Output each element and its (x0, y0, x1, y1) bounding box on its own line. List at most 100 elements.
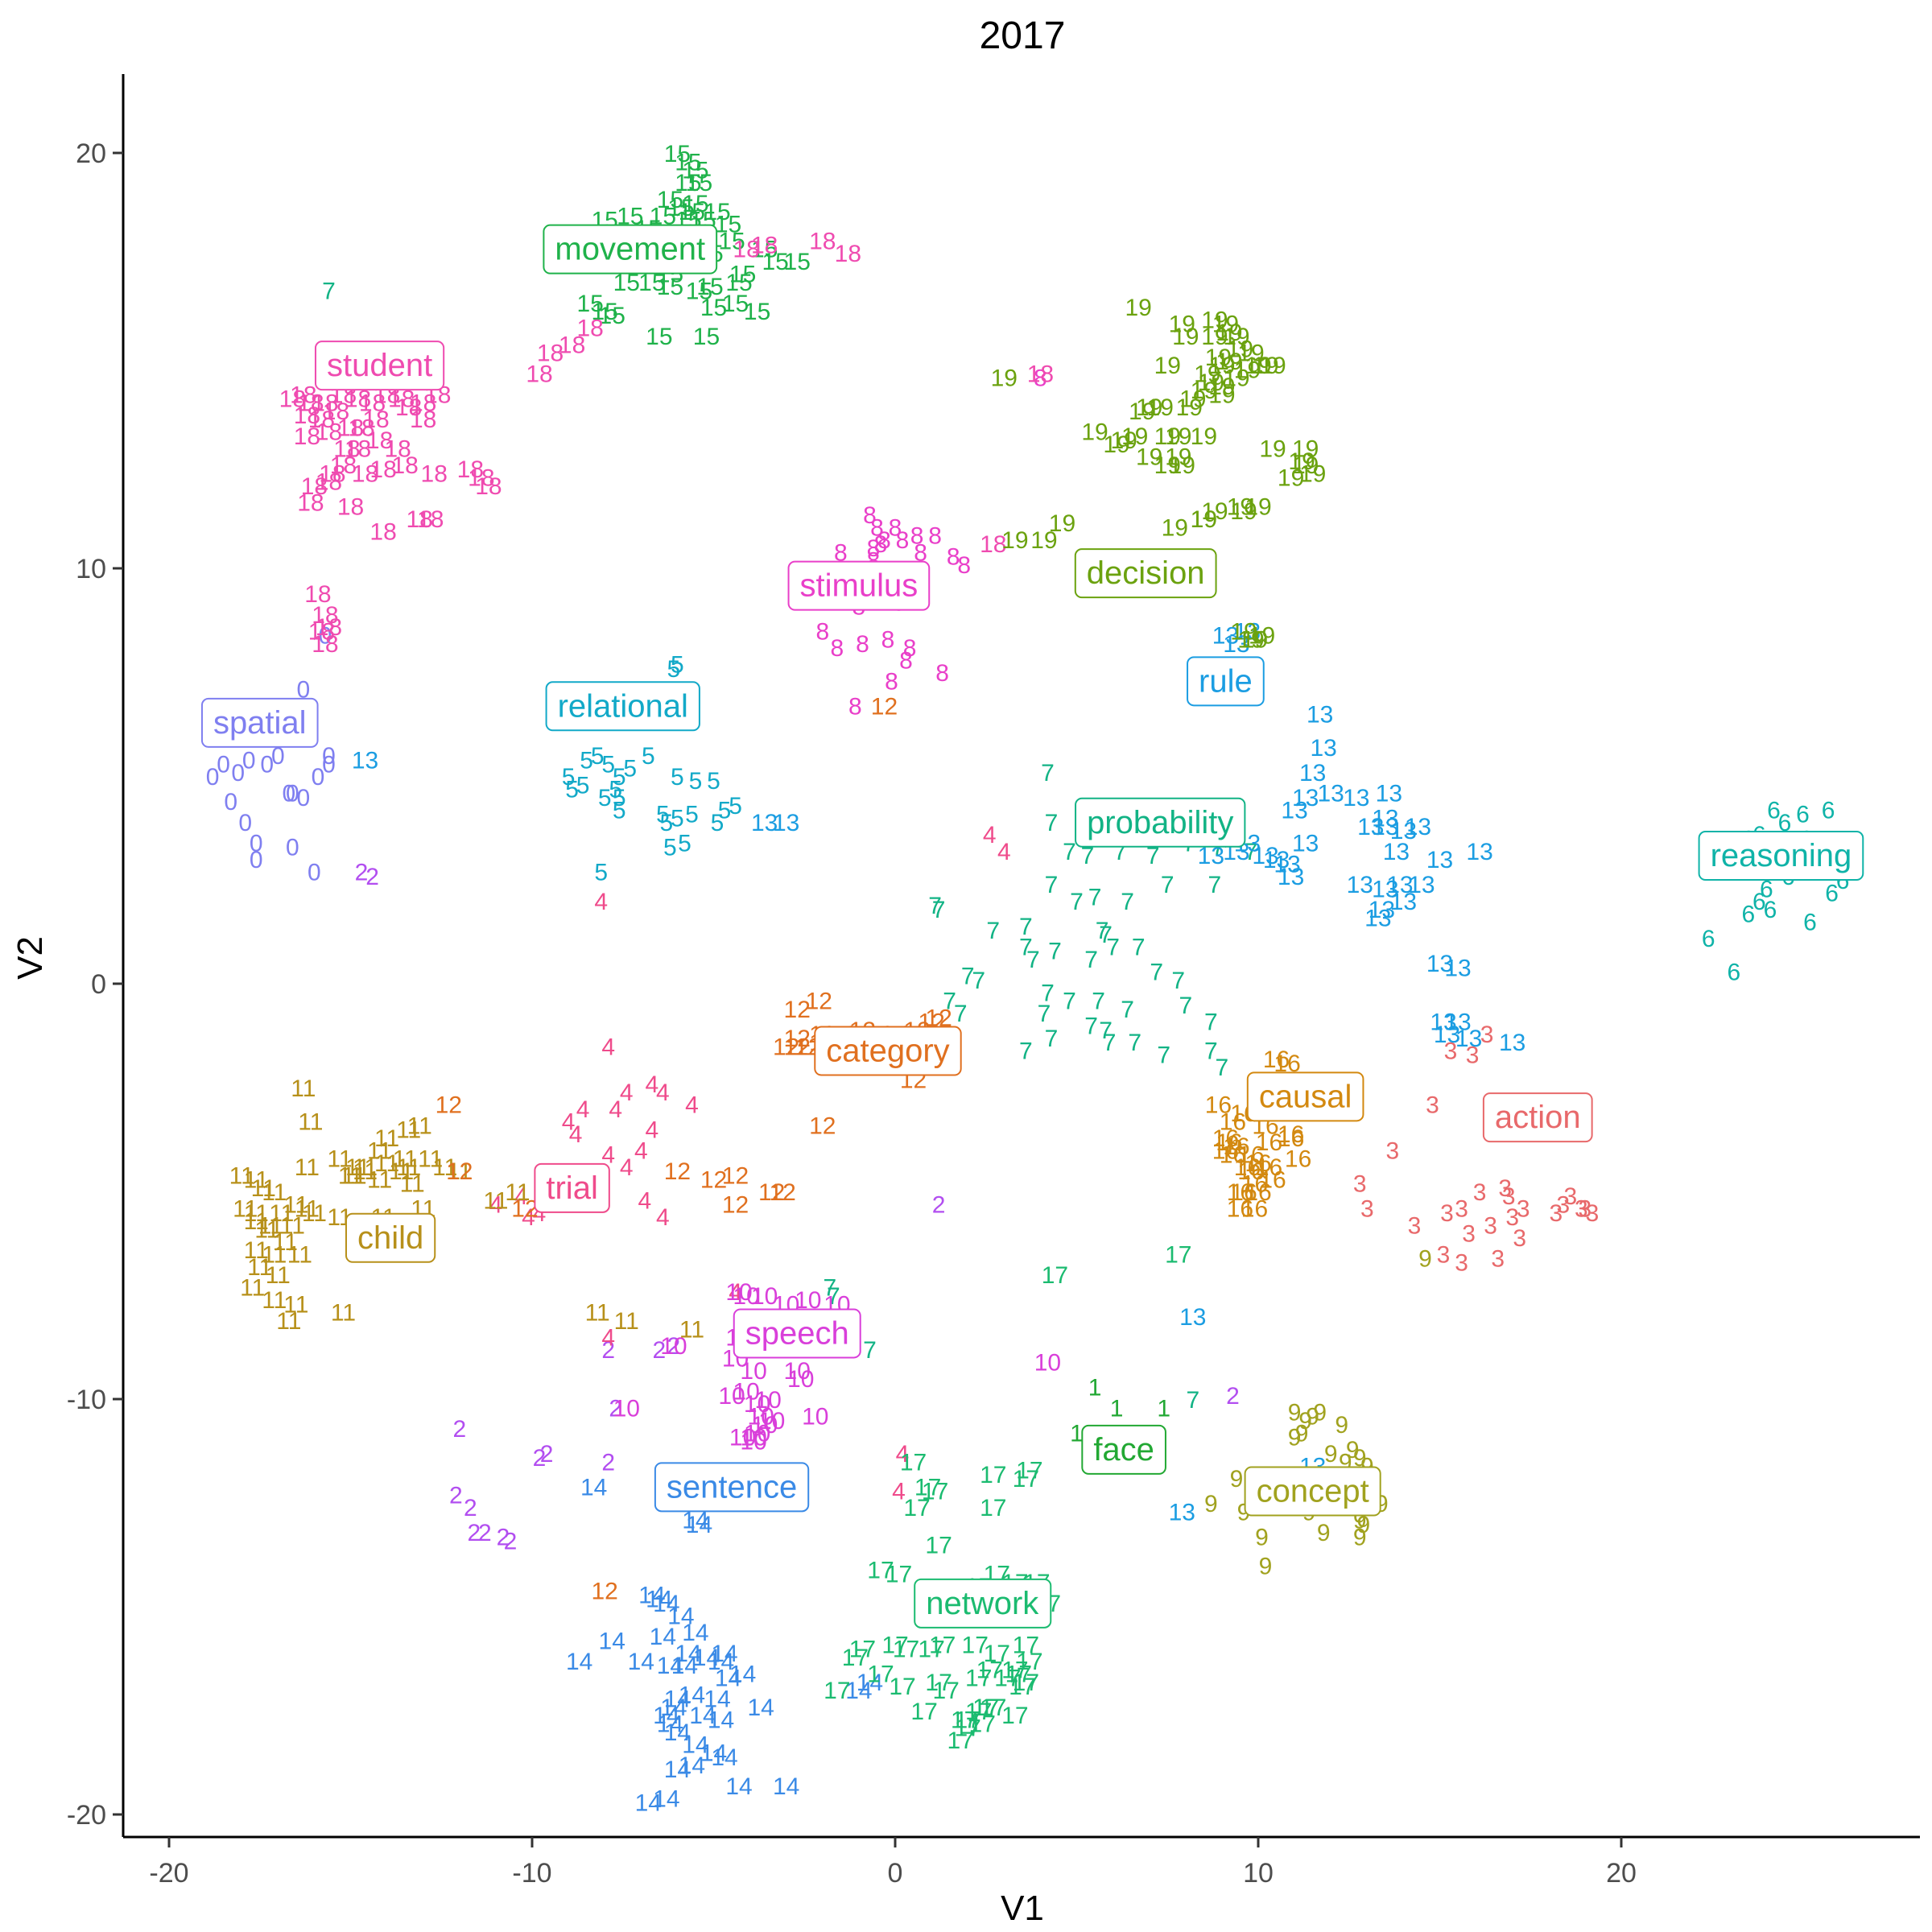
data-point: 0 (224, 789, 237, 815)
data-point: 9 (1313, 1399, 1327, 1426)
data-point: 4 (645, 1117, 658, 1144)
data-point: 4 (489, 1191, 503, 1218)
data-point: 19 (1125, 295, 1151, 321)
data-point: 13 (1455, 1026, 1482, 1052)
cluster-label-text: reasoning (1711, 838, 1852, 873)
data-point: 15 (679, 199, 705, 225)
data-point: 18 (333, 436, 360, 462)
data-point: 2 (365, 864, 379, 890)
data-point: 18 (733, 237, 759, 263)
data-point: 7 (1204, 1009, 1218, 1035)
data-point: 14 (729, 1662, 756, 1688)
data-point: 9 (1295, 1420, 1309, 1447)
cluster-label-speech: speech (733, 1308, 861, 1359)
data-point: 10 (751, 1283, 778, 1310)
data-point: 4 (594, 889, 608, 915)
data-point: 19 (1205, 345, 1232, 371)
data-point: 14 (664, 1757, 691, 1783)
data-point: 17 (951, 1707, 977, 1733)
data-point: 17 (849, 1637, 876, 1663)
data-point: 19 (1176, 394, 1203, 421)
data-point: 16 (1237, 1158, 1264, 1185)
data-point: 0 (206, 764, 220, 791)
data-point: 13 (1444, 955, 1471, 981)
data-point: 12 (722, 1162, 749, 1189)
data-point: 11 (247, 1254, 272, 1281)
data-point: 18 (417, 506, 444, 533)
data-point: 11 (679, 1316, 704, 1343)
data-point: 8 (910, 523, 924, 550)
cluster-label-sentence: sentence (654, 1462, 810, 1513)
data-point: 19 (1030, 527, 1057, 554)
cluster-label-text: action (1495, 1100, 1581, 1135)
data-point: 11 (341, 1162, 366, 1189)
data-point: 0 (217, 752, 230, 778)
data-point: 0 (322, 743, 336, 770)
data-point: 2 (667, 1333, 681, 1360)
data-point: 13 (1307, 702, 1333, 729)
data-point: 13 (1292, 785, 1319, 811)
data-point: 14 (857, 1670, 883, 1696)
data-point: 17 (929, 1632, 956, 1658)
data-point: 7 (1081, 843, 1095, 869)
data-point: 3 (1455, 1250, 1468, 1277)
data-point: 17 (980, 1695, 1006, 1721)
data-point: 0 (319, 623, 332, 650)
data-point: 19 (1154, 353, 1181, 379)
data-point: 18 (316, 614, 342, 641)
data-point: 12 (871, 693, 898, 720)
data-point: 17 (972, 1695, 999, 1721)
data-point: 18 (294, 402, 320, 429)
data-point: 18 (980, 531, 1006, 558)
data-point: 18 (410, 390, 436, 417)
data-point: 19 (1165, 423, 1191, 450)
data-point: 5 (671, 764, 684, 791)
cluster-label-text: stimulus (800, 568, 919, 604)
data-point: 14 (646, 1587, 672, 1613)
data-point: 19 (1201, 307, 1228, 333)
data-point: 19 (1208, 374, 1235, 400)
cluster-label-text: sentence (667, 1469, 797, 1505)
data-point: 2 (467, 1520, 481, 1546)
data-point: 3 (1549, 1200, 1563, 1227)
data-point: 6 (1767, 797, 1781, 824)
data-point: 15 (657, 187, 683, 213)
data-point: 8 (830, 635, 844, 662)
data-point: 18 (312, 390, 338, 417)
data-point: 4 (892, 1479, 906, 1505)
data-point: 13 (1383, 839, 1410, 865)
data-point: 5 (623, 756, 637, 782)
data-point: 13 (1466, 839, 1492, 865)
data-point: 8 (889, 514, 902, 541)
data-point: 12 (436, 1092, 462, 1119)
data-point: 15 (729, 262, 756, 288)
x-tick-label: 20 (1606, 1858, 1637, 1889)
data-point: 14 (653, 1703, 679, 1729)
data-point: 16 (1220, 1108, 1246, 1135)
data-point: 18 (366, 427, 393, 454)
data-point: 4 (634, 1137, 648, 1164)
data-point: 13 (1299, 760, 1326, 786)
data-point: 8 (874, 531, 888, 558)
y-ticks: -20 -10 0 10 20 (67, 138, 123, 1831)
cluster-label-text: spatial (213, 705, 307, 741)
data-point: 7 (1045, 872, 1059, 898)
data-point: 18 (369, 519, 396, 546)
data-point: 11 (287, 1241, 312, 1268)
data-point: 15 (675, 149, 701, 175)
data-point: 8 (903, 635, 917, 662)
data-point: 14 (657, 1653, 683, 1679)
data-point: 13 (352, 747, 378, 774)
data-point: 19 (1208, 382, 1235, 408)
data-point: 11 (244, 1237, 269, 1264)
cluster-label-text: relational (558, 688, 688, 724)
data-point: 0 (282, 781, 295, 807)
data-point: 5 (580, 747, 593, 774)
data-point: 19 (1252, 353, 1278, 379)
data-point: 15 (664, 141, 691, 167)
data-point: 14 (700, 1740, 727, 1767)
data-point: 8 (877, 527, 891, 554)
data-point: 9 (1356, 1512, 1370, 1538)
